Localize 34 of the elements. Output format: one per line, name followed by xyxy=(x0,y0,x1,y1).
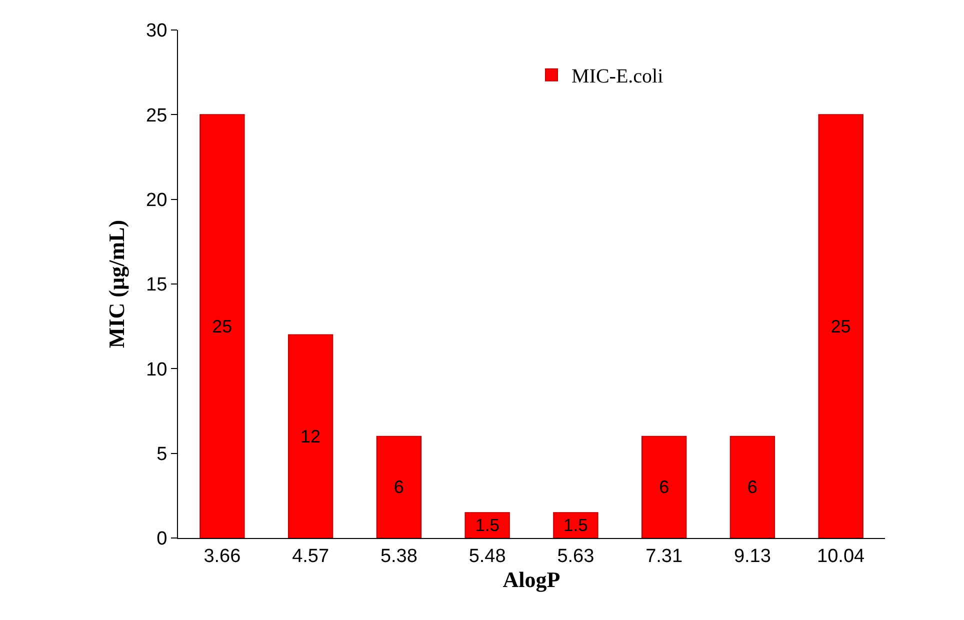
bar xyxy=(200,114,245,538)
y-tick-label: 30 xyxy=(146,20,168,42)
data-label: 6 xyxy=(747,477,758,498)
x-tick-label: 7.31 xyxy=(646,546,683,567)
x-tick-label: 4.57 xyxy=(292,546,330,567)
data-label: 12 xyxy=(300,426,321,446)
x-tick-label: 5.38 xyxy=(380,546,418,567)
y-tick-label: 10 xyxy=(146,359,168,380)
bar xyxy=(464,512,510,538)
data-label: 6 xyxy=(659,477,670,498)
y-tick-label: 5 xyxy=(156,444,168,465)
y-tick-label: 15 xyxy=(146,274,168,296)
bar xyxy=(641,436,687,538)
x-axis-title: AlogP xyxy=(502,566,560,592)
x-tick-label: 5.63 xyxy=(557,546,594,567)
bar xyxy=(553,512,598,538)
data-label: 1.5 xyxy=(564,515,588,536)
y-tick-label: 20 xyxy=(146,190,168,211)
data-label: 6 xyxy=(394,477,404,498)
x-tick-label: 3.66 xyxy=(204,546,241,567)
y-axis-title: MIC (µg/mL) xyxy=(104,220,129,348)
y-tick-label: 0 xyxy=(156,528,168,550)
x-tick-label: 10.04 xyxy=(817,546,866,567)
bar xyxy=(288,334,334,538)
legend-label: MIC-E.coli xyxy=(572,66,664,88)
bar xyxy=(376,436,422,538)
bar xyxy=(730,436,776,538)
x-tick-label: 9.13 xyxy=(734,546,771,567)
y-tick-label: 25 xyxy=(146,105,168,126)
x-tick-label: 5.48 xyxy=(468,546,506,567)
data-label: 25 xyxy=(830,316,851,336)
bar xyxy=(818,114,864,538)
data-label: 1.5 xyxy=(475,515,500,536)
data-label: 25 xyxy=(212,316,232,336)
